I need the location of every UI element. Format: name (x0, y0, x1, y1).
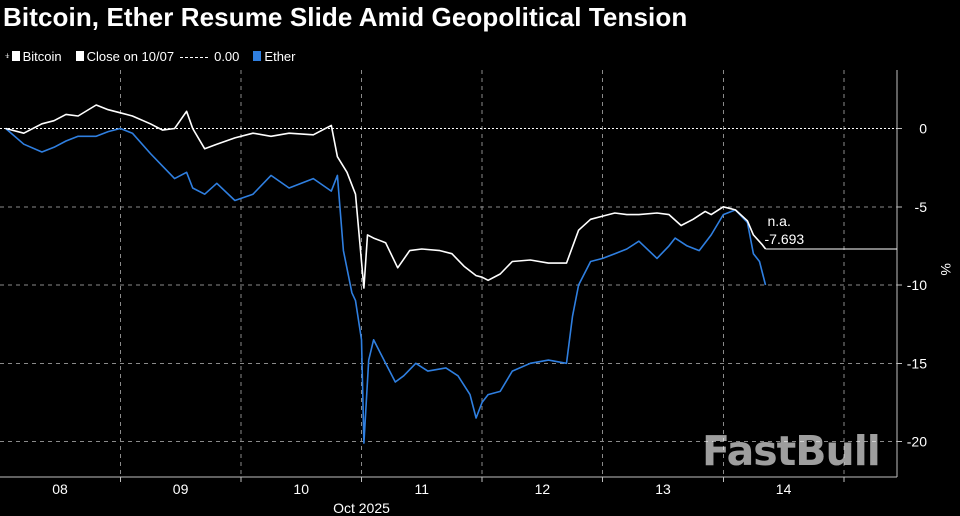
series-line-bitcoin (5, 104, 767, 289)
legend-ether-label: Ether (264, 48, 296, 64)
indicator-marker-icon: ⍖ (4, 49, 11, 62)
x-tick-label: 08 (52, 481, 68, 497)
x-axis: 08 09 10 11 12 13 14 Oct 2025 (0, 476, 897, 516)
series-line-ether (5, 127, 767, 444)
annotations: n.a. -7.693 (765, 213, 897, 250)
y-tick-label: -15 (907, 355, 927, 371)
y-tick-label: 0 (919, 121, 927, 137)
series-lines (5, 104, 767, 444)
legend-item-close[interactable]: Close on 10/07 0.00 (75, 48, 254, 64)
watermark-logo: FastBull (702, 427, 881, 475)
ether-swatch-icon (253, 51, 262, 61)
x-tick-label: 12 (535, 481, 551, 497)
chart-title: Bitcoin, Ether Resume Slide Amid Geopoli… (3, 2, 688, 32)
legend-close-value: 0.00 (214, 48, 240, 64)
y-tick-label: -5 (915, 199, 928, 215)
y-axis-title: % (938, 263, 954, 275)
close-swatch-icon (75, 51, 84, 61)
y-axis: 0 -5 -10 -15 -20% (896, 70, 954, 477)
x-tick-label: 11 (415, 481, 430, 497)
dashed-line-icon (180, 56, 209, 58)
legend-close-label: Close on 10/07 (86, 48, 175, 64)
bitcoin-swatch-icon (11, 51, 20, 61)
y-tick-label: -10 (907, 277, 927, 293)
chart-legend: ⍖ Bitcoin Close on 10/07 0.00 Ether (4, 47, 309, 65)
x-tick-label: 10 (293, 481, 309, 497)
x-tick-label: 09 (173, 481, 189, 497)
x-axis-title: Oct 2025 (333, 500, 390, 516)
x-tick-label: 13 (655, 481, 671, 497)
annotation-bitcoin: n.a. (768, 213, 791, 229)
legend-bitcoin-label: Bitcoin (22, 48, 62, 64)
grid-lines (0, 70, 897, 477)
legend-item-ether[interactable]: Ether (253, 49, 295, 64)
annotation-ether: -7.693 (765, 231, 805, 247)
y-tick-label: -20 (907, 434, 927, 450)
legend-item-bitcoin[interactable]: ⍖ Bitcoin (4, 49, 62, 64)
x-tick-label: 14 (776, 481, 792, 497)
